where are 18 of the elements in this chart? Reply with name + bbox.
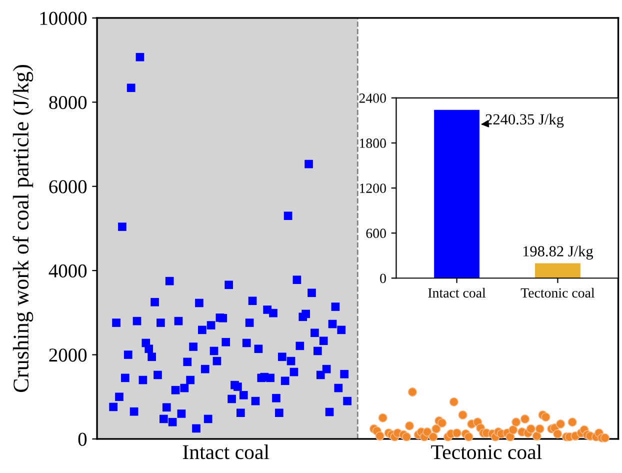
x-tick-label: Intact coal <box>428 288 486 298</box>
x-tick-label: Intact coal <box>182 444 270 460</box>
y-tick-label: 0 <box>78 432 87 446</box>
x-tick-label: Tectonic coal <box>431 444 542 460</box>
y-tick-label: 1800 <box>360 138 386 148</box>
y-tick-label: 1200 <box>360 184 386 193</box>
y-tick-label: 4000 <box>48 264 87 278</box>
data-label: 2240.35 J/kg <box>486 114 564 128</box>
y-tick-label: 8000 <box>49 96 87 110</box>
y-tick-label: 2000 <box>49 348 87 362</box>
y-tick-label: 6000 <box>49 180 87 194</box>
data-label: 198.82 J/kg <box>523 246 594 260</box>
y-tick-label: 2400 <box>359 93 386 103</box>
y-tick-label: 600 <box>366 228 386 238</box>
x-tick-label: Tectonic coal <box>520 288 595 298</box>
y-tick-label: 0 <box>380 274 386 284</box>
y-axis-title: Crushing work of coal particle (J/kg) <box>12 64 34 392</box>
y-tick-label: 10000 <box>40 12 87 25</box>
